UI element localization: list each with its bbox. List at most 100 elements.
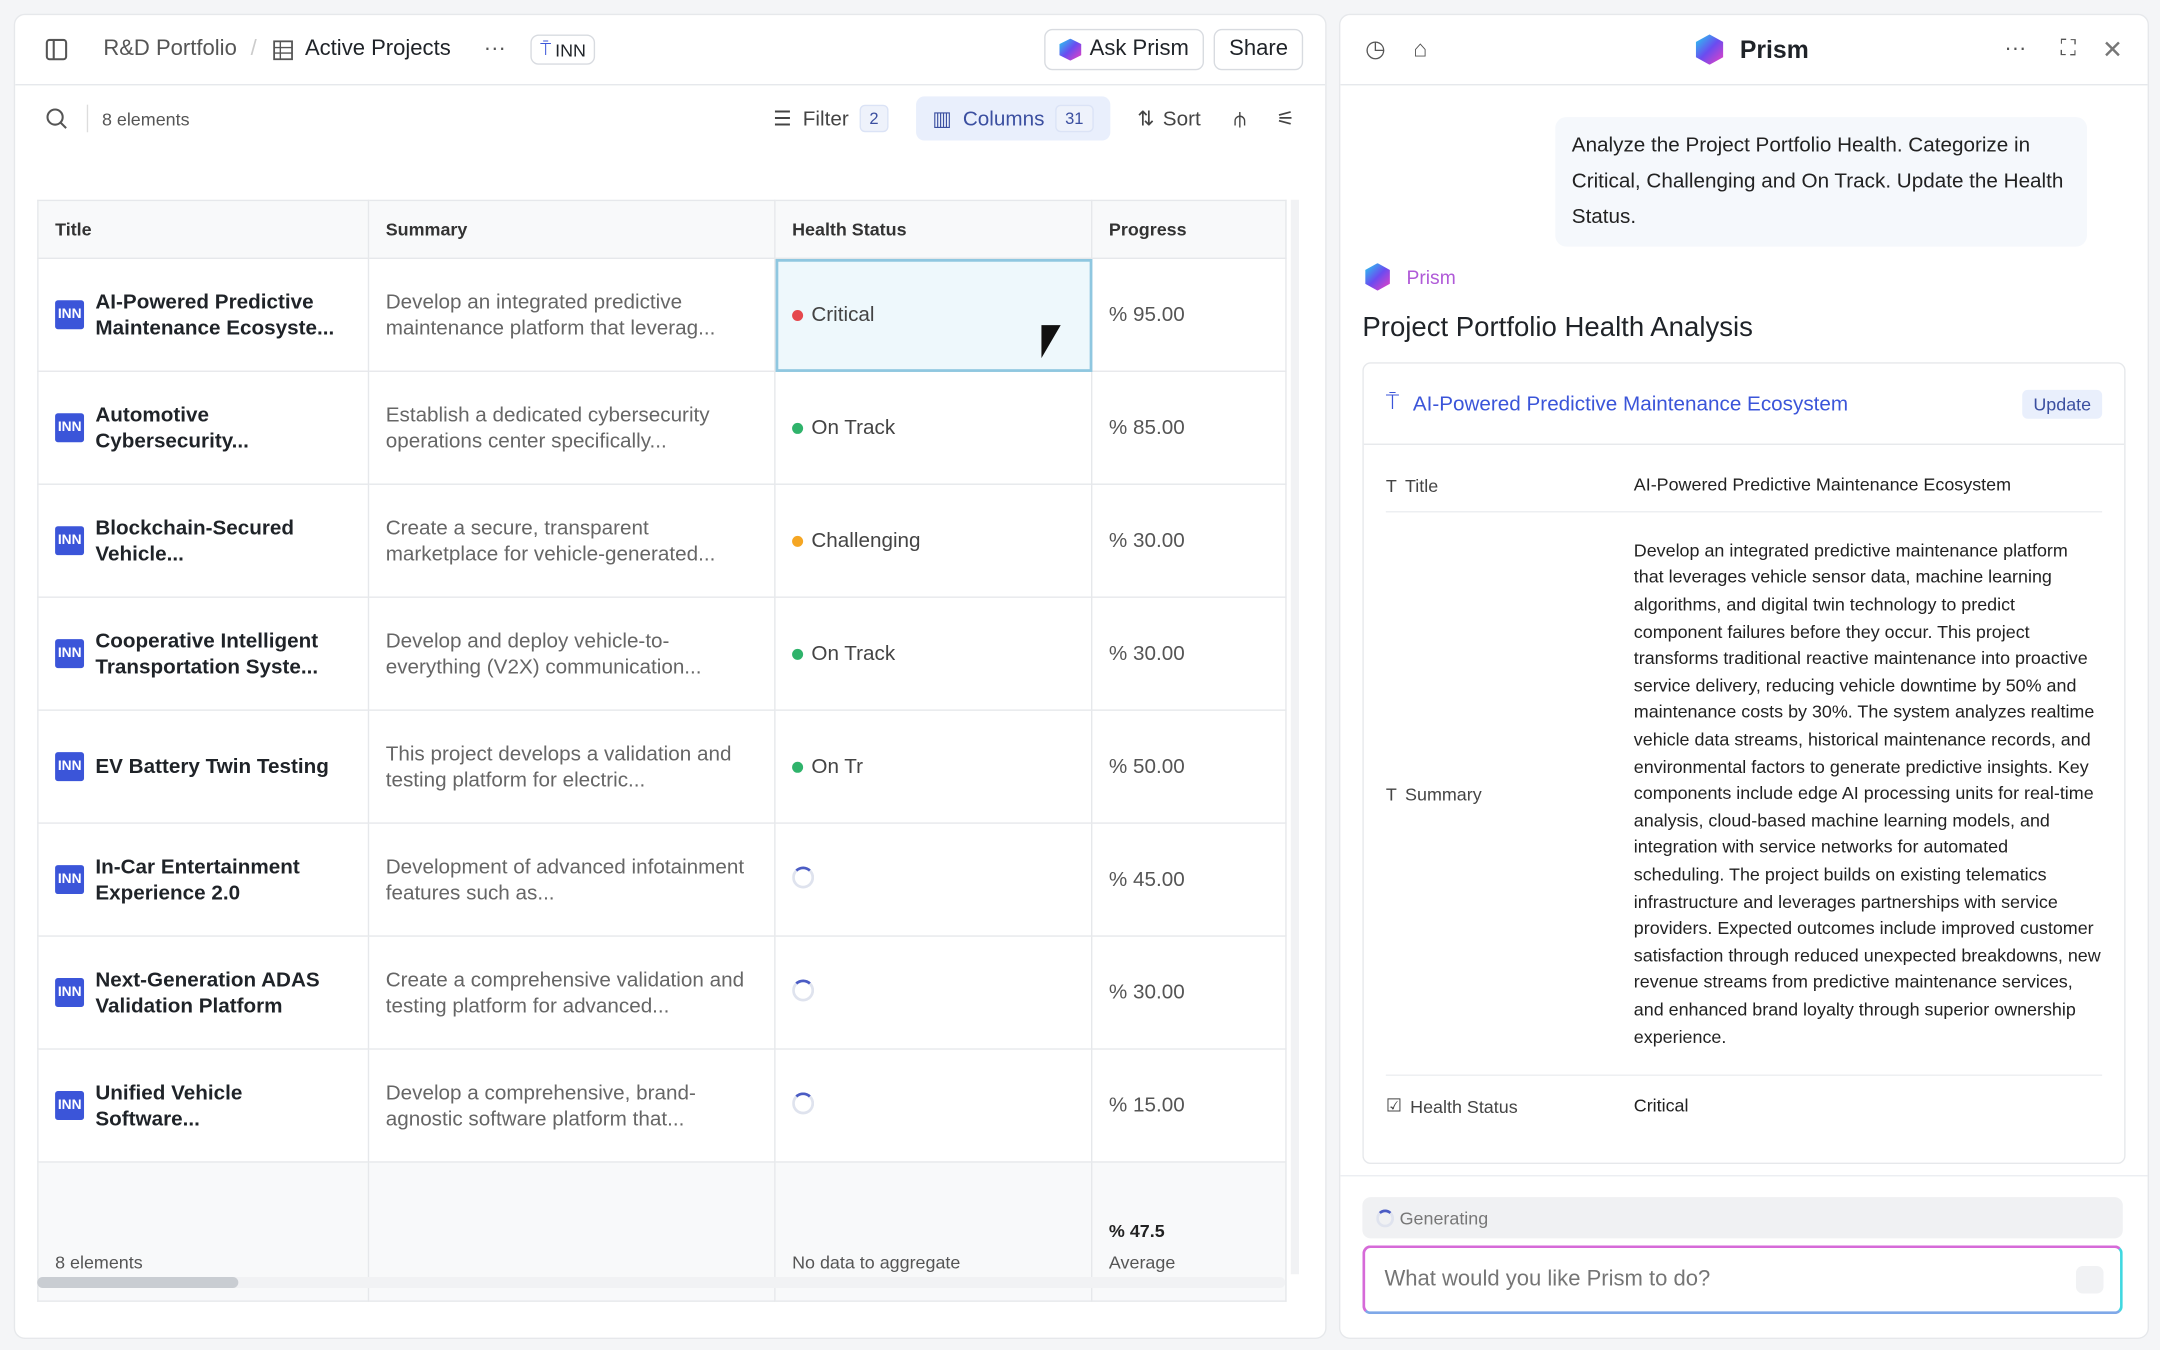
cell-progress[interactable]: % 30.00 bbox=[1091, 483, 1287, 598]
cell-health-status[interactable]: Critical bbox=[774, 257, 1093, 372]
ask-prism-button[interactable]: Ask Prism bbox=[1044, 28, 1204, 71]
cell-summary[interactable]: This project develops a validation and t… bbox=[367, 709, 776, 824]
status-dot bbox=[792, 422, 804, 434]
field-label: T Title bbox=[1385, 474, 1439, 496]
horizontal-scrollbar[interactable] bbox=[37, 1276, 1286, 1289]
table-icon bbox=[273, 39, 294, 60]
sidebar-toggle-icon[interactable] bbox=[45, 38, 68, 61]
column-header-title[interactable]: Title bbox=[37, 199, 370, 259]
cell-title[interactable]: INN Unified Vehicle Software... bbox=[37, 1048, 370, 1163]
user-message: Analyze the Project Portfolio Health. Ca… bbox=[1555, 117, 2087, 247]
element-count: 8 elements bbox=[101, 108, 190, 129]
checkbox-icon: ☑ bbox=[1385, 1095, 1402, 1116]
cell-summary[interactable]: Create a comprehensive validation and te… bbox=[367, 935, 776, 1050]
tag-badge: INN bbox=[55, 752, 85, 782]
field-row: ☑ Health Status Critical bbox=[1386, 1076, 2102, 1137]
cell-title[interactable]: INN In-Car Entertainment Experience 2.0 bbox=[37, 822, 370, 937]
cell-health-status[interactable]: Challenging bbox=[774, 483, 1093, 598]
more-icon[interactable]: ··· bbox=[483, 37, 506, 61]
status-dot bbox=[792, 761, 804, 773]
history-icon[interactable]: ◷ bbox=[1365, 35, 1386, 62]
cell-summary[interactable]: Development of advanced infotainment fea… bbox=[367, 822, 776, 937]
home-icon[interactable]: ⌂ bbox=[1413, 35, 1428, 62]
table-row[interactable]: INN AI-Powered Predictive Maintenance Eco… bbox=[37, 257, 1287, 372]
table-row[interactable]: INN In-Car Entertainment Experience 2.0 D… bbox=[37, 822, 1287, 937]
mouse-cursor bbox=[1041, 325, 1061, 359]
table-row[interactable]: INN Next-Generation ADAS Validation Platf… bbox=[37, 935, 1287, 1050]
search-icon[interactable] bbox=[45, 107, 67, 129]
share-button[interactable]: Share bbox=[1214, 28, 1304, 71]
cell-title[interactable]: INN Next-Generation ADAS Validation Platf… bbox=[37, 935, 370, 1050]
breadcrumb-current[interactable]: Active Projects bbox=[304, 37, 451, 61]
prism-logo-icon bbox=[1059, 38, 1082, 61]
status-dot bbox=[792, 535, 804, 547]
field-value: AI-Powered Predictive Maintenance Ecosys… bbox=[1633, 474, 2012, 495]
send-button[interactable] bbox=[2075, 1265, 2104, 1294]
tag-badge: INN bbox=[55, 978, 85, 1007]
vertical-scrollbar[interactable] bbox=[1290, 199, 1300, 1275]
columns-button[interactable]: ▥ Columns 31 bbox=[915, 96, 1110, 141]
cell-progress[interactable]: % 15.00 bbox=[1091, 1048, 1287, 1163]
filter-button[interactable]: ☰ Filter 2 bbox=[773, 104, 889, 133]
columns-icon: ▥ bbox=[932, 107, 952, 131]
cell-health-status[interactable] bbox=[774, 935, 1093, 1050]
prism-logo-icon bbox=[1695, 34, 1724, 65]
cell-title[interactable]: INN EV Battery Twin Testing bbox=[37, 709, 370, 824]
prompt-input[interactable] bbox=[1362, 1245, 2123, 1315]
cell-summary[interactable]: Develop and deploy vehicle-to-everything… bbox=[367, 596, 776, 711]
cell-title[interactable]: INN Cooperative Intelligent Transportatio… bbox=[37, 596, 370, 711]
table-row[interactable]: INN Blockchain-Secured Vehicle... Create … bbox=[37, 483, 1287, 598]
cell-summary[interactable]: Develop a comprehensive, brand-agnostic … bbox=[367, 1048, 776, 1163]
cell-progress[interactable]: % 45.00 bbox=[1091, 822, 1287, 937]
text-type-icon: T bbox=[1385, 783, 1397, 804]
analysis-heading: Project Portfolio Health Analysis bbox=[1362, 312, 1753, 344]
column-header-health-status[interactable]: Health Status bbox=[774, 199, 1093, 259]
update-button[interactable]: Update bbox=[2022, 389, 2103, 419]
cell-title[interactable]: INN AI-Powered Predictive Maintenance Eco… bbox=[37, 257, 370, 372]
cell-progress[interactable]: % 30.00 bbox=[1091, 596, 1287, 711]
tag-badge: INN bbox=[55, 526, 85, 556]
tag-inn[interactable]: ⍑ INN bbox=[530, 34, 596, 65]
tag-badge: INN bbox=[55, 865, 85, 895]
spinner-icon bbox=[1376, 1208, 1395, 1227]
expand-icon[interactable]: ⛶ bbox=[2060, 37, 2076, 61]
toolbar: 8 elements ☰ Filter 2 ▥ Columns 31 ⇅ Sort ⫛ ⚟ bbox=[15, 85, 1325, 151]
cell-progress[interactable]: % 50.00 bbox=[1091, 709, 1287, 824]
table-row[interactable]: INN Unified Vehicle Software... Develop a… bbox=[37, 1048, 1287, 1163]
cell-title[interactable]: INN Automotive Cybersecurity... bbox=[37, 370, 370, 485]
cell-health-status[interactable]: On Track bbox=[774, 596, 1093, 711]
text-type-icon: T bbox=[1385, 474, 1397, 496]
card-title-link[interactable]: AI-Powered Predictive Maintenance Ecosys… bbox=[1412, 391, 1849, 416]
cell-summary[interactable]: Create a secure, transparent marketplace… bbox=[367, 483, 776, 598]
tag-badge: INN bbox=[55, 1091, 85, 1120]
cell-health-status[interactable]: On Track bbox=[774, 370, 1093, 485]
column-header-summary[interactable]: Summary bbox=[367, 199, 776, 259]
signpost-icon: ⍑ bbox=[540, 38, 551, 60]
field-row: T Title AI-Powered Predictive Maintenance … bbox=[1385, 459, 2103, 513]
prism-header: ◷ ⌂ Prism ··· ⛶ ✕ bbox=[1340, 15, 2148, 86]
breadcrumb-separator: / bbox=[250, 37, 257, 61]
table-row[interactable]: INN Automotive Cybersecurity... Establish… bbox=[37, 370, 1287, 485]
column-header-progress[interactable]: Progress bbox=[1091, 199, 1287, 259]
cell-summary[interactable]: Establish a dedicated cybersecurity oper… bbox=[367, 370, 776, 485]
close-icon[interactable]: ✕ bbox=[2102, 35, 2123, 63]
sort-button[interactable]: ⇅ Sort bbox=[1137, 106, 1201, 131]
field-value: Critical bbox=[1633, 1095, 1689, 1117]
cell-progress[interactable]: % 95.00 bbox=[1091, 257, 1287, 372]
filter-icon: ☰ bbox=[773, 107, 792, 131]
table-row[interactable]: INN EV Battery Twin Testing This project … bbox=[37, 709, 1287, 824]
more-icon[interactable]: ··· bbox=[2004, 37, 2027, 61]
cell-summary[interactable]: Develop an integrated predictive mainten… bbox=[367, 257, 776, 372]
tag-badge: INN bbox=[55, 300, 85, 330]
cell-progress[interactable]: % 85.00 bbox=[1091, 370, 1287, 485]
chart-icon[interactable]: ⫛ bbox=[1233, 106, 1247, 131]
table-row[interactable]: INN Cooperative Intelligent Transportatio… bbox=[37, 596, 1287, 711]
cell-health-status[interactable] bbox=[774, 822, 1093, 937]
cell-progress[interactable]: % 30.00 bbox=[1091, 935, 1287, 1050]
cell-health-status[interactable] bbox=[774, 1048, 1093, 1163]
cell-health-status[interactable]: On Tr bbox=[774, 709, 1093, 824]
cell-title[interactable]: INN Blockchain-Secured Vehicle... bbox=[37, 483, 370, 598]
prompt-text-field[interactable] bbox=[1381, 1265, 2076, 1294]
breadcrumb-root[interactable]: R&D Portfolio bbox=[103, 37, 237, 61]
settings-sliders-icon[interactable]: ⚟ bbox=[1276, 107, 1295, 131]
